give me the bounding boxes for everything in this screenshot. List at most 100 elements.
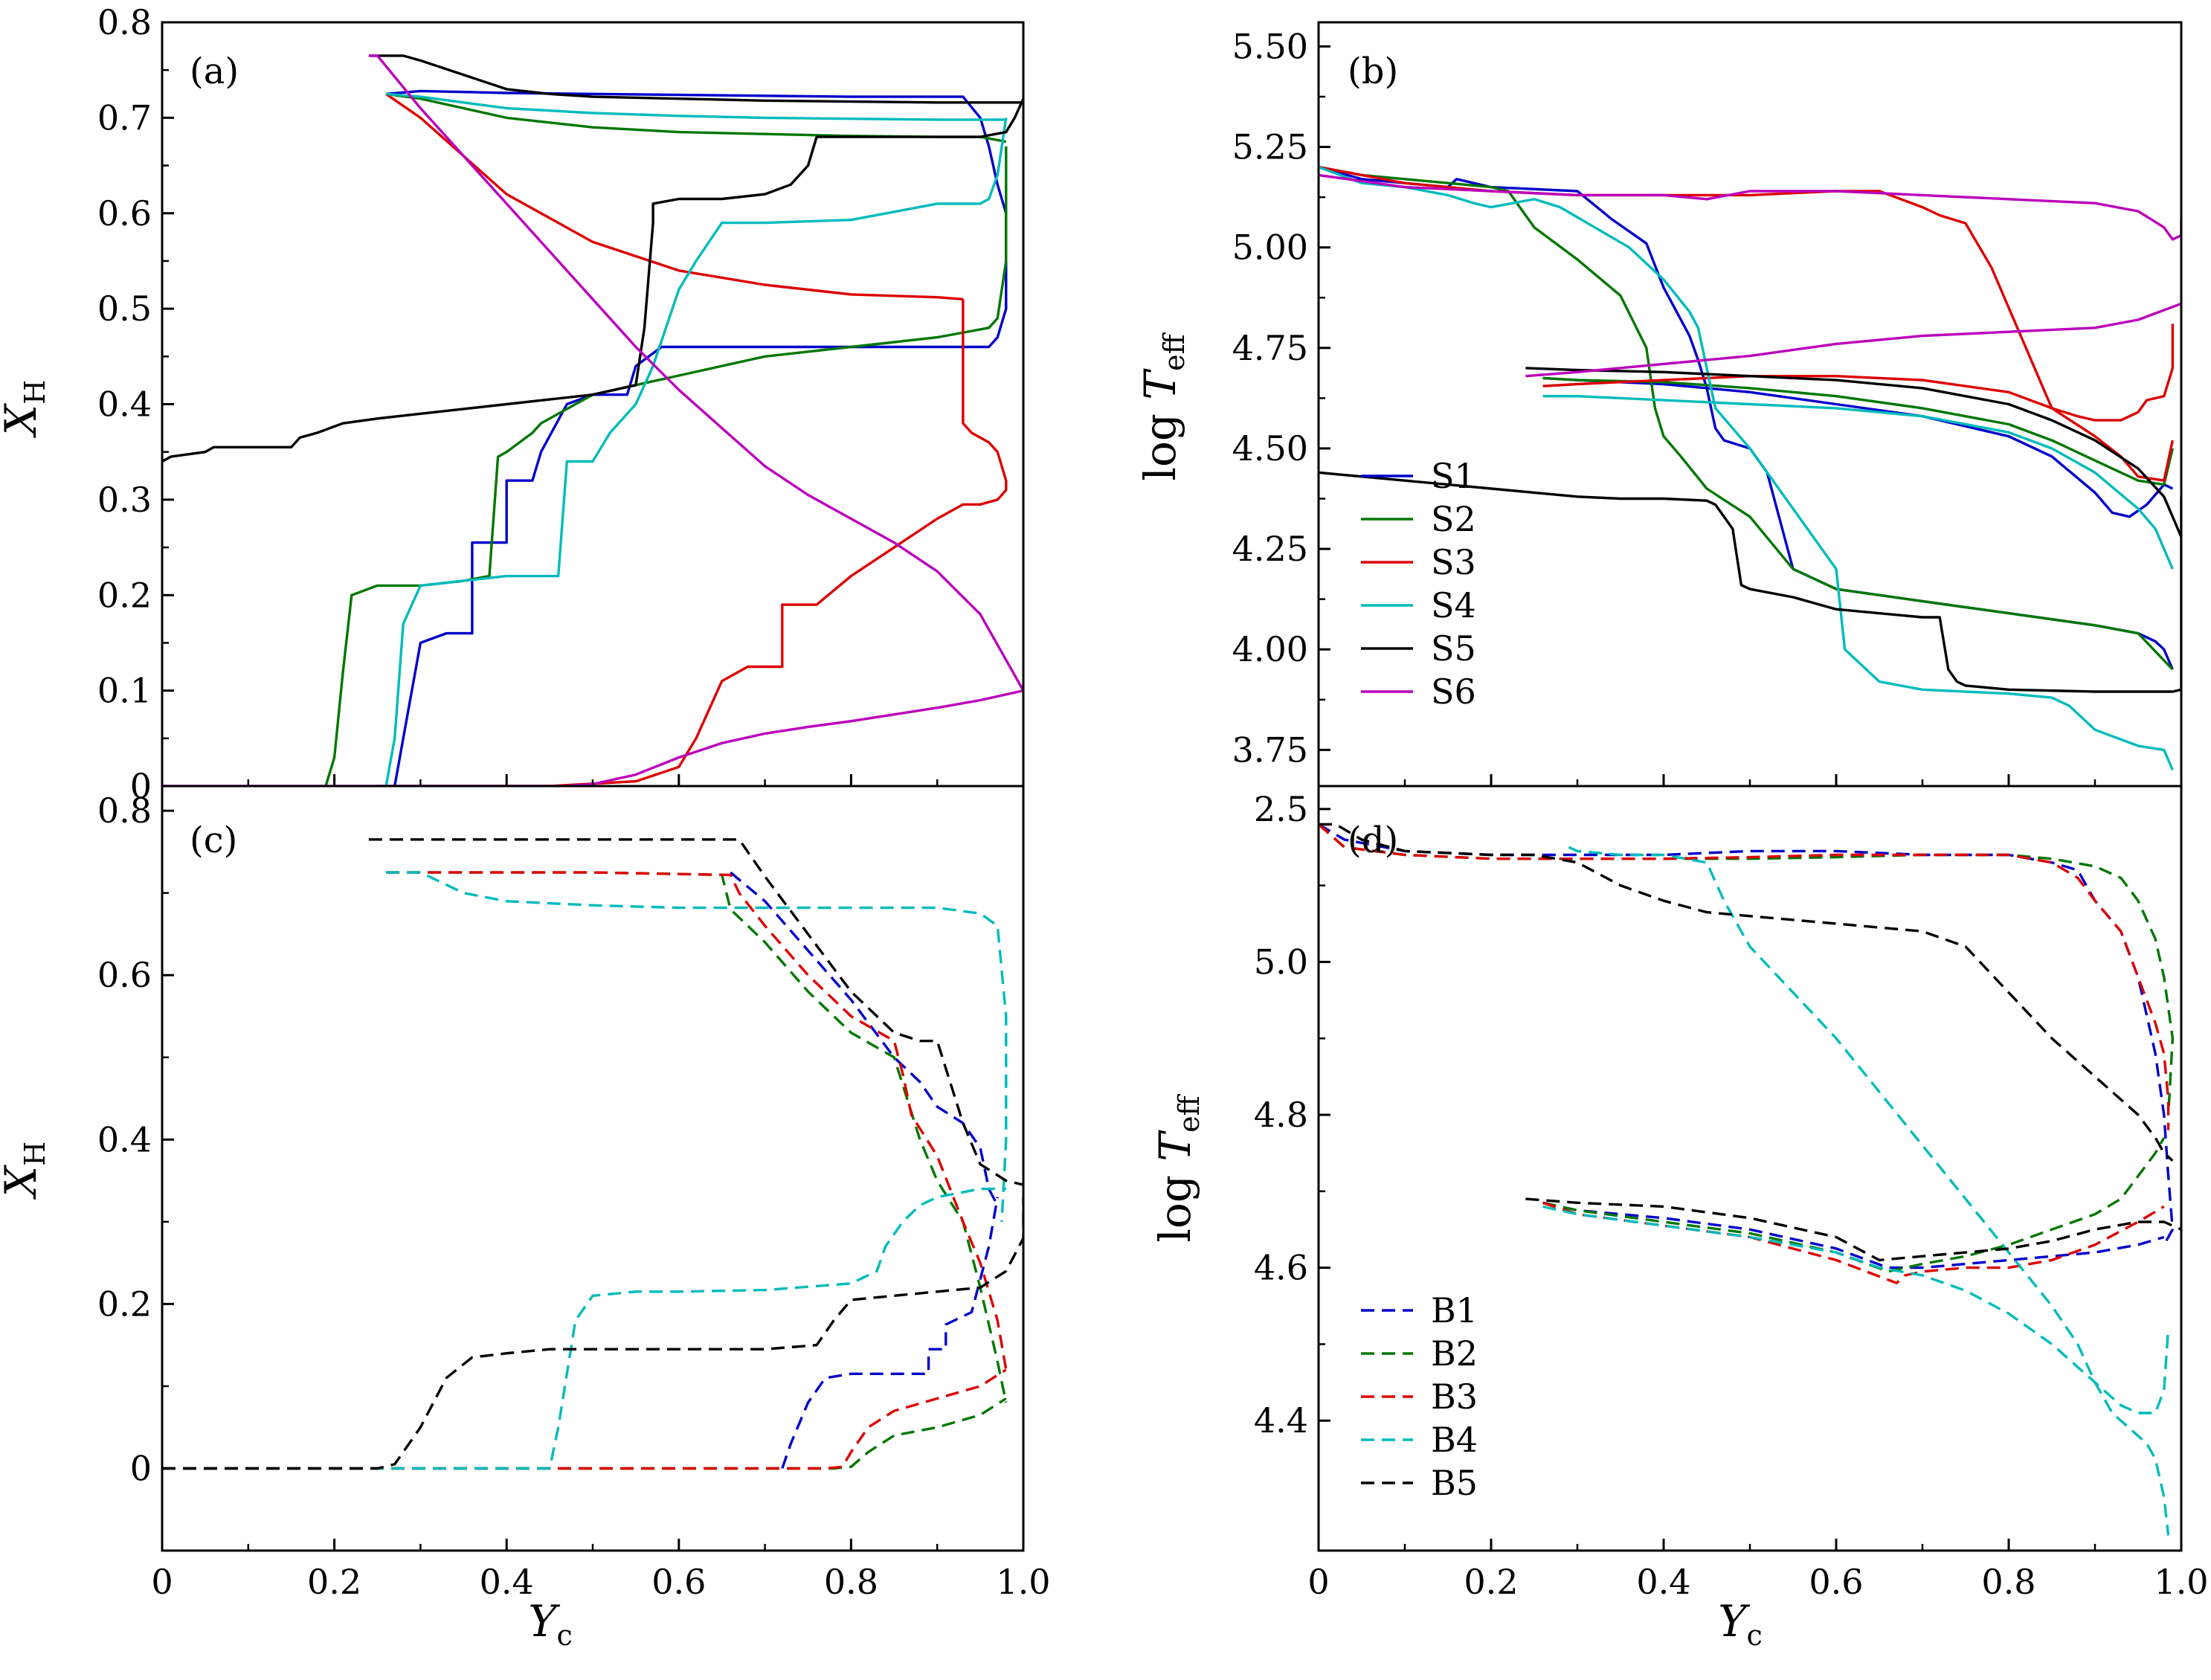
panel-a-series-3-line [324, 146, 1008, 786]
legend-label-b1: B1 [1431, 1290, 1478, 1330]
panel-c-ticks: 0 0.2 0.4 0.6 0.8 0 0.2 0.4 0.6 0.8 1.0 [97, 791, 1051, 1602]
panel-d-xlabel-sub: c [1747, 1619, 1763, 1652]
panel-d-series-4-line [1542, 1137, 2166, 1273]
panel-a-series-5-line-b [377, 299, 1008, 786]
panel-c-series-5-line [386, 871, 1008, 1371]
panel-c-xtick-label: 1.0 [996, 1562, 1050, 1602]
panel-c-ylabel: XH [0, 1142, 51, 1200]
panel-a-ytick-label: 0 [130, 766, 152, 806]
panel-c-series-8-line [162, 1187, 1006, 1470]
panel-b-series-7-line [1319, 166, 2174, 771]
panel-b-ticks: 3.75 4.00 4.25 4.50 4.75 5.00 5.25 5.50 [1232, 26, 2183, 786]
panel-d-ticks: 4.4 4.6 4.8 5.0 2.5 0 0.2 0.4 0.6 0.8 1.0 [1254, 789, 2209, 1602]
panel-a-series [162, 54, 1023, 786]
legend-label-b2: B2 [1431, 1333, 1478, 1374]
panel-b-ytick-label: 5.25 [1232, 127, 1308, 167]
panel-b-ytick-label: 4.25 [1232, 529, 1308, 569]
panel-d-series-10-line [1525, 1197, 2181, 1262]
panel-a-ticks: 0 0.1 0.2 0.3 0.4 0.5 0.6 0.7 0.8 [97, 2, 1025, 806]
panel-a-ytick-label: 0.7 [97, 97, 152, 138]
panel-a-series-9-line [368, 54, 1023, 104]
panel-b-label: (b) [1348, 51, 1398, 92]
panel-a-series-11-line [162, 689, 1023, 786]
panel-c-series-7-line [386, 871, 1008, 1222]
panel-b: 3.75 4.00 4.25 4.50 4.75 5.00 5.25 5.50 (b) log… [1135, 21, 2183, 788]
panel-a-series-2-line [385, 89, 1008, 223]
panel-d-xtick-label: 0 [1307, 1562, 1329, 1602]
panel-c-xtick-label: 0 [151, 1562, 173, 1602]
panel-a-ytick-label: 0.1 [97, 671, 152, 711]
panel-d-ytick-label: 4.8 [1254, 1095, 1308, 1135]
panel-b-ytick-label: 4.75 [1232, 328, 1308, 368]
panel-b-ylabel: log Teff [1135, 332, 1191, 480]
panel-c-ytick-label: 0.6 [97, 955, 152, 995]
legend-label-s5: S5 [1431, 628, 1476, 669]
panel-c: 0 0.2 0.4 0.6 0.8 0 0.2 0.4 0.6 0.8 1.0 (c) XH Yc [0, 785, 1051, 1652]
panel-a-series-10-line [368, 54, 1023, 692]
panel-a-label: (a) [190, 51, 239, 92]
panel-a-series-5-line [385, 92, 964, 300]
panel-a: 0 0.1 0.2 0.3 0.4 0.5 0.6 0.7 0.8 (a) XH [0, 2, 1025, 806]
panel-c-xtick-label: 0.8 [824, 1562, 878, 1602]
panel-c-series-1-line [730, 871, 999, 1206]
panel-c-xtick-label: 0.6 [651, 1562, 706, 1602]
panel-c-series-9-line [368, 838, 1023, 1186]
panel-a-series-7-line [385, 92, 1006, 121]
panel-a-ytick-label: 0.6 [97, 193, 152, 234]
panel-c-ylabel-sub: H [19, 1142, 51, 1166]
panel-d-ytick-label: 4.4 [1254, 1400, 1308, 1441]
panel-c-ytick-label: 0.2 [97, 1284, 152, 1324]
panel-d-xtick-label: 0.6 [1809, 1562, 1863, 1602]
panel-a-ylabel: XH [0, 380, 51, 438]
legend-label-s1: S1 [1431, 456, 1476, 496]
panel-a-ytick-label: 0.4 [97, 384, 152, 425]
panel-a-ytick-label: 0.8 [97, 2, 152, 42]
panel-b-ytick-label: 4.50 [1232, 428, 1308, 469]
panel-d-xtick-label: 1.0 [2154, 1562, 2208, 1602]
legend-label-b3: B3 [1431, 1377, 1478, 1417]
panel-c-label: (c) [190, 820, 237, 861]
panel-d-xtick-label: 0.4 [1636, 1562, 1690, 1602]
panel-d-ylabel: log Teff [1150, 1093, 1206, 1242]
panel-b-series-6-line [1542, 375, 2175, 482]
panel-d-xlabel: Yc [1718, 1596, 1763, 1652]
panel-b-series-11-line [1319, 173, 2181, 241]
panel-b-series-8-line [1542, 395, 2174, 570]
panel-d-series-8-line [1542, 1205, 2170, 1415]
panel-a-ytick-label: 0.5 [97, 289, 152, 329]
panel-c-series-2-line [781, 1197, 999, 1470]
panel-c-ytick-label: 0.8 [97, 791, 152, 831]
panel-d-series-2-line [1542, 1201, 2165, 1269]
panel-d-xtick-label: 0.2 [1464, 1562, 1518, 1602]
panel-b-series-10-line [1525, 367, 2181, 538]
panel-d-series [1319, 823, 2181, 1536]
panel-b-ytick-label: 5.00 [1232, 228, 1308, 268]
panel-d-series-1-line [1319, 823, 2175, 1246]
panel-a-ylabel-sub: H [19, 380, 51, 405]
panel-b-series [1319, 165, 2181, 771]
panel-a-series-6-line [384, 118, 1008, 786]
legend-label-s6: S6 [1431, 672, 1476, 712]
panel-c-xtick-label: 0.4 [480, 1562, 534, 1602]
panel-d-series-9-line [1319, 823, 2174, 1162]
legend-label-s2: S2 [1431, 499, 1476, 539]
panel-c-xtick-label: 0.2 [307, 1562, 361, 1602]
panel-b-series-9-line [1319, 471, 2181, 693]
panel-b-ytick-label: 5.50 [1232, 26, 1308, 66]
panel-b-series-3-line [1319, 165, 2174, 671]
legend-label-b5: B5 [1431, 1463, 1478, 1503]
panel-d-ytick-label: 2.5 [1254, 789, 1308, 829]
panel-b-series-12-line [1525, 302, 2181, 378]
panel-c-xlabel: Yc [528, 1596, 573, 1652]
panel-d: 4.4 4.6 4.8 5.0 2.5 0 0.2 0.4 0.6 0.8 1.0 (d) log … [1150, 785, 2209, 1652]
panel-d-series-7-line [1568, 846, 2170, 1536]
panel-c-ytick-label: 0.4 [97, 1119, 152, 1159]
legend-label-s3: S3 [1431, 542, 1476, 582]
panel-b-ytick-label: 3.75 [1232, 730, 1308, 770]
panel-b-series-2-line [1542, 376, 2174, 518]
panel-d-ytick-label: 4.6 [1254, 1248, 1308, 1288]
panel-a-ytick-label: 0.3 [97, 480, 152, 520]
